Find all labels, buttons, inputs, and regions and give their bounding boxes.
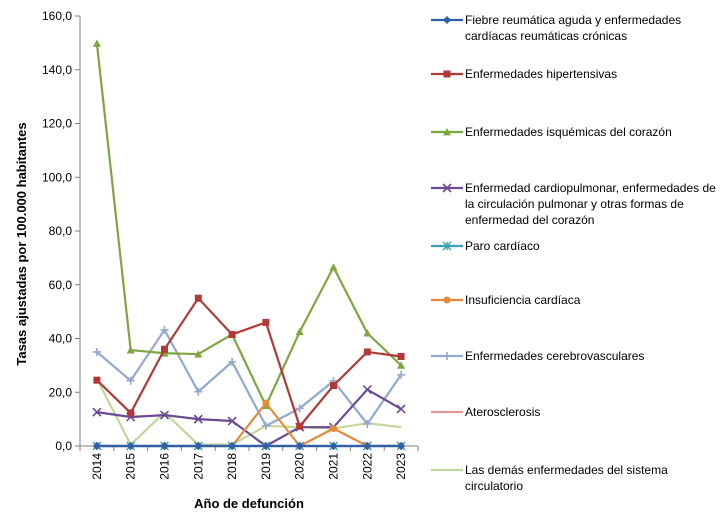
- data-point: [161, 345, 168, 353]
- legend-label: Enfermedades isquémicas del corazón: [465, 125, 672, 139]
- legend-label: Enfermedades cerebrovasculares: [465, 349, 645, 363]
- x-tick-label: 2017: [191, 453, 205, 480]
- data-point: [330, 382, 337, 390]
- y-tick-label: 80,0: [49, 224, 73, 238]
- y-tick-label: 100,0: [42, 170, 72, 184]
- data-point: [194, 350, 203, 358]
- data-point: [330, 425, 337, 433]
- series-line: [96, 328, 403, 427]
- data-point: [127, 409, 135, 417]
- data-point: [363, 329, 372, 337]
- data-point: [261, 442, 270, 450]
- data-point: [160, 325, 169, 334]
- legend: Fiebre reumática aguda y enfermedades ca…: [425, 0, 720, 516]
- data-point: [92, 407, 102, 417]
- x-tick-label: 2014: [90, 453, 104, 480]
- series: [93, 294, 405, 430]
- y-tick-label: 60,0: [49, 278, 73, 292]
- data-point: [194, 442, 203, 450]
- data-point: [329, 263, 338, 271]
- data-point: [228, 357, 237, 366]
- data-point: [227, 416, 237, 426]
- series: [95, 378, 402, 446]
- legend-swatch: [431, 352, 463, 360]
- legend-label: Enfermedad cardiopulmonar, enfermedades …: [465, 181, 716, 227]
- data-point: [295, 404, 304, 413]
- data-point: [397, 442, 406, 450]
- data-point: [126, 346, 135, 354]
- data-point: [363, 442, 372, 450]
- data-point: [193, 414, 203, 424]
- legend-label: Fiebre reumática aguda y enfermedades ca…: [465, 13, 682, 43]
- x-tick-label: 2019: [259, 453, 273, 480]
- data-point: [126, 442, 135, 450]
- data-point: [228, 330, 236, 338]
- x-tick-label: 2020: [293, 453, 307, 480]
- x-tick-label: 2021: [327, 453, 341, 480]
- data-point: [362, 384, 372, 395]
- data-point: [194, 387, 203, 396]
- y-tick-label: 120,0: [42, 117, 72, 131]
- data-point: [92, 442, 101, 450]
- data-point: [397, 370, 406, 379]
- x-axis-title: Año de defunción: [194, 496, 304, 511]
- y-tick-label: 160,0: [42, 9, 72, 23]
- series: [92, 442, 406, 450]
- data-point: [194, 294, 202, 302]
- y-tick-label: 40,0: [49, 332, 73, 346]
- legend-swatch: [431, 296, 463, 304]
- legend-label: Insuficiencia cardíaca: [465, 293, 581, 307]
- data-point: [261, 421, 270, 430]
- x-tick-label: 2015: [124, 453, 138, 480]
- legend-label: Enfermedades hipertensivas: [465, 67, 618, 81]
- data-point: [93, 376, 101, 384]
- legend-swatch: [431, 16, 463, 24]
- legend-swatch: [431, 70, 463, 78]
- data-point: [295, 442, 304, 450]
- data-point: [396, 404, 406, 414]
- legend-label: Aterosclerosis: [465, 405, 541, 419]
- y-tick-label: 20,0: [49, 385, 73, 399]
- y-tick-label: 140,0: [42, 63, 72, 77]
- data-point: [363, 348, 371, 356]
- x-tick-label: 2022: [360, 453, 374, 480]
- legend-swatch: [431, 128, 463, 136]
- series: [92, 39, 406, 410]
- data-point: [160, 442, 169, 450]
- y-axis-title: Tasas ajustadas por 100.000 habitantes: [14, 122, 29, 365]
- data-point: [363, 419, 372, 428]
- line-chart: 0,0 20,0 40,0 60,0 80,0 100,0 120,0 140,0 160,0 2…: [14, 9, 419, 511]
- data-point: [92, 347, 101, 356]
- legend-label: Las demás enfermedades del sistema circu…: [465, 463, 668, 493]
- y-tick-label: 0,0: [55, 439, 72, 453]
- series-line: [96, 388, 402, 448]
- series: [92, 325, 406, 430]
- data-point: [126, 376, 135, 385]
- data-point: [397, 361, 406, 369]
- x-tick-label: 2023: [394, 453, 408, 480]
- data-point: [92, 39, 101, 47]
- series-line: [96, 297, 402, 428]
- legend-swatch: [431, 183, 463, 193]
- x-tick-label: 2016: [158, 453, 172, 480]
- data-point: [296, 422, 304, 430]
- legend-swatch: [431, 468, 463, 472]
- data-point: [228, 442, 237, 450]
- x-tick-label: 2018: [225, 453, 239, 480]
- series-line: [95, 43, 402, 407]
- data-point: [262, 318, 270, 326]
- data-point: [329, 442, 338, 450]
- legend-swatch: [431, 241, 463, 251]
- legend-swatch: [431, 410, 463, 414]
- data-point: [159, 410, 170, 420]
- data-point: [262, 399, 270, 407]
- data-point: [295, 327, 304, 336]
- data-point: [397, 353, 405, 361]
- legend-label: Paro cardíaco: [465, 239, 540, 253]
- series-line: [95, 378, 402, 446]
